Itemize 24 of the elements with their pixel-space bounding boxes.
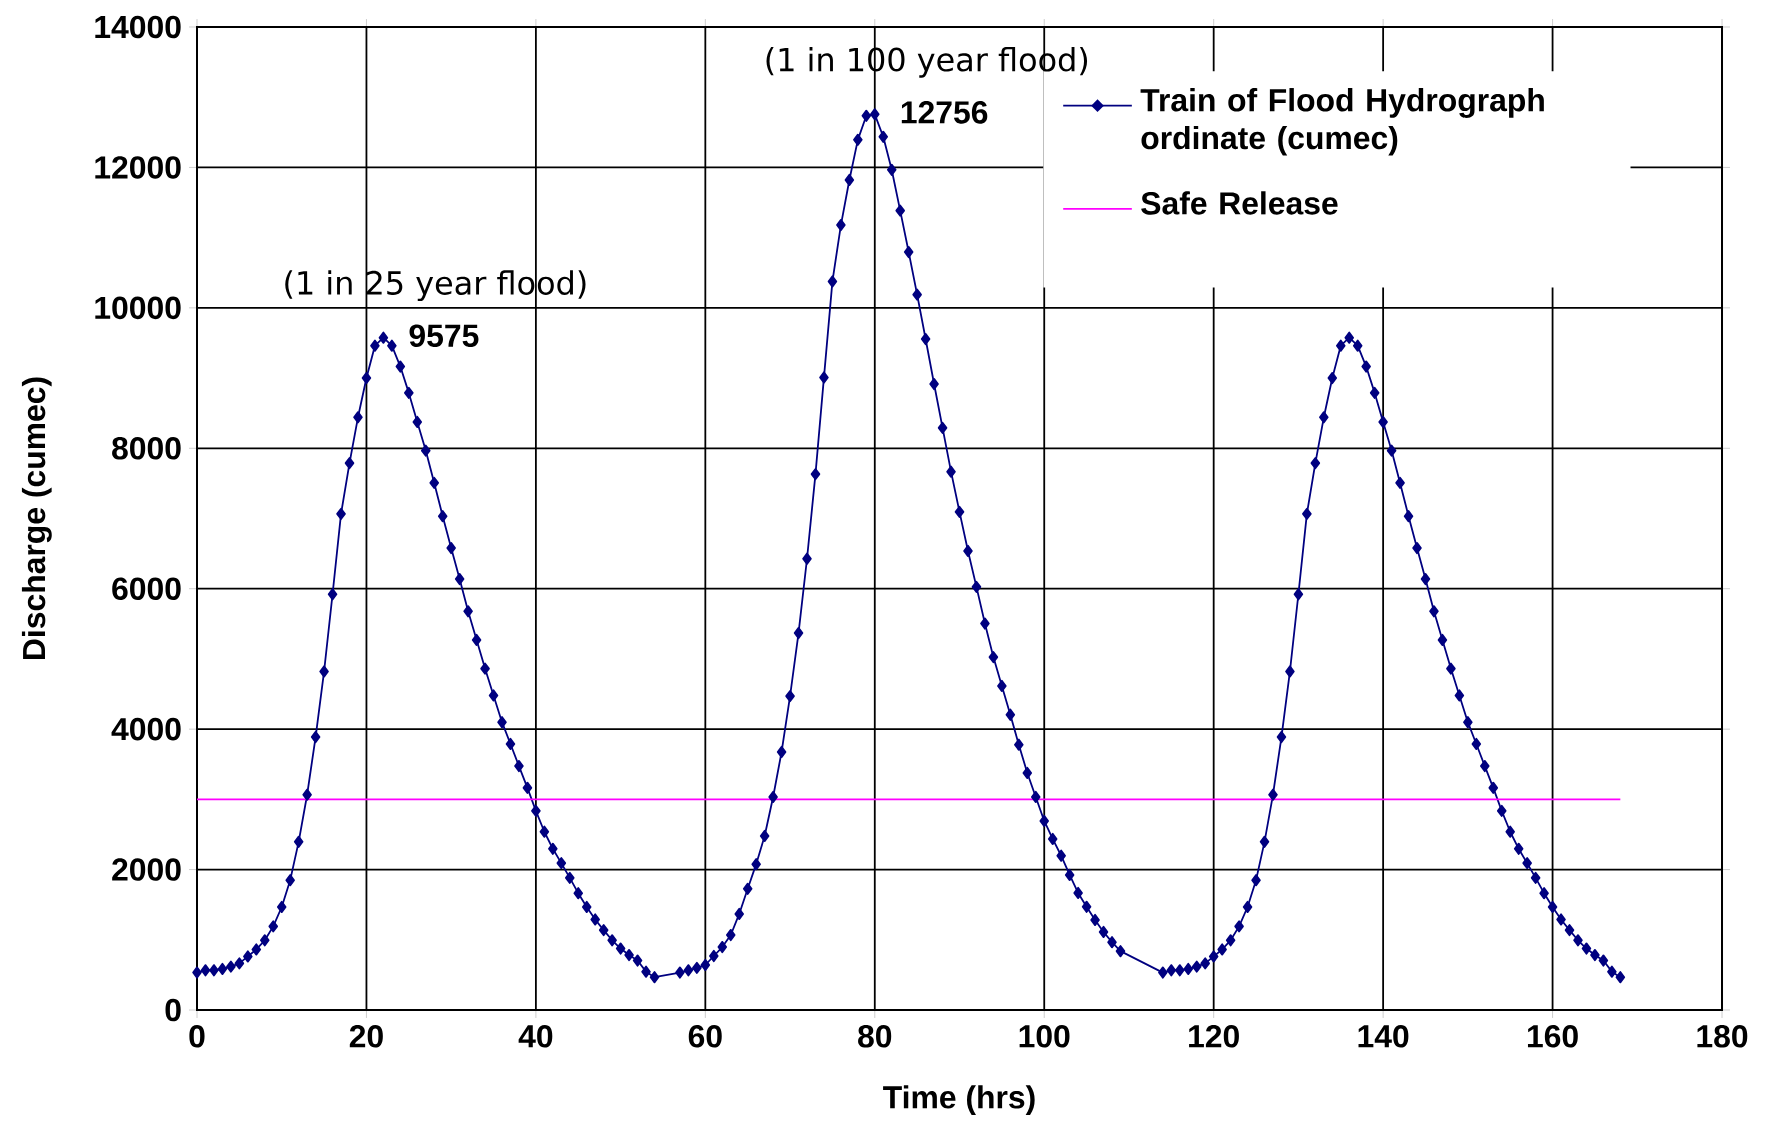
x-tick-label: 100	[1019, 1025, 1070, 1048]
legend-label: Train of Flood Hydrograph ordinate (cumec)	[1140, 88, 1544, 156]
y-tick-label: 4000	[111, 717, 181, 741]
x-tick-label: 160	[1527, 1025, 1578, 1048]
y-tick-label: 2000	[112, 858, 181, 881]
y-tick-label: 0	[165, 998, 181, 1022]
y-tick-label: 12000	[95, 156, 181, 179]
x-tick-label: 80	[858, 1025, 892, 1048]
y-tick-label: 10000	[95, 296, 181, 320]
x-tick-label: 60	[688, 1025, 722, 1048]
x-tick-label: 40	[518, 1025, 553, 1048]
x-axis-title: Time (hrs)	[883, 1085, 1035, 1115]
x-tick-label: 0	[189, 1025, 205, 1048]
x-tick-label: 140	[1358, 1025, 1409, 1048]
y-axis-title: Discharge (cumec)	[21, 377, 52, 659]
y-tick-label: 14000	[95, 15, 181, 39]
y-tick-label: 6000	[112, 577, 181, 600]
x-tick-label: 20	[349, 1025, 383, 1048]
legend-label: Safe Release	[1141, 191, 1338, 215]
x-tick-label: 180	[1697, 1025, 1748, 1048]
y-tick-label: 8000	[112, 437, 181, 460]
data-label: 9575	[409, 324, 479, 347]
x-tick-label: 120	[1189, 1025, 1239, 1048]
data-label: 12756	[901, 101, 988, 124]
